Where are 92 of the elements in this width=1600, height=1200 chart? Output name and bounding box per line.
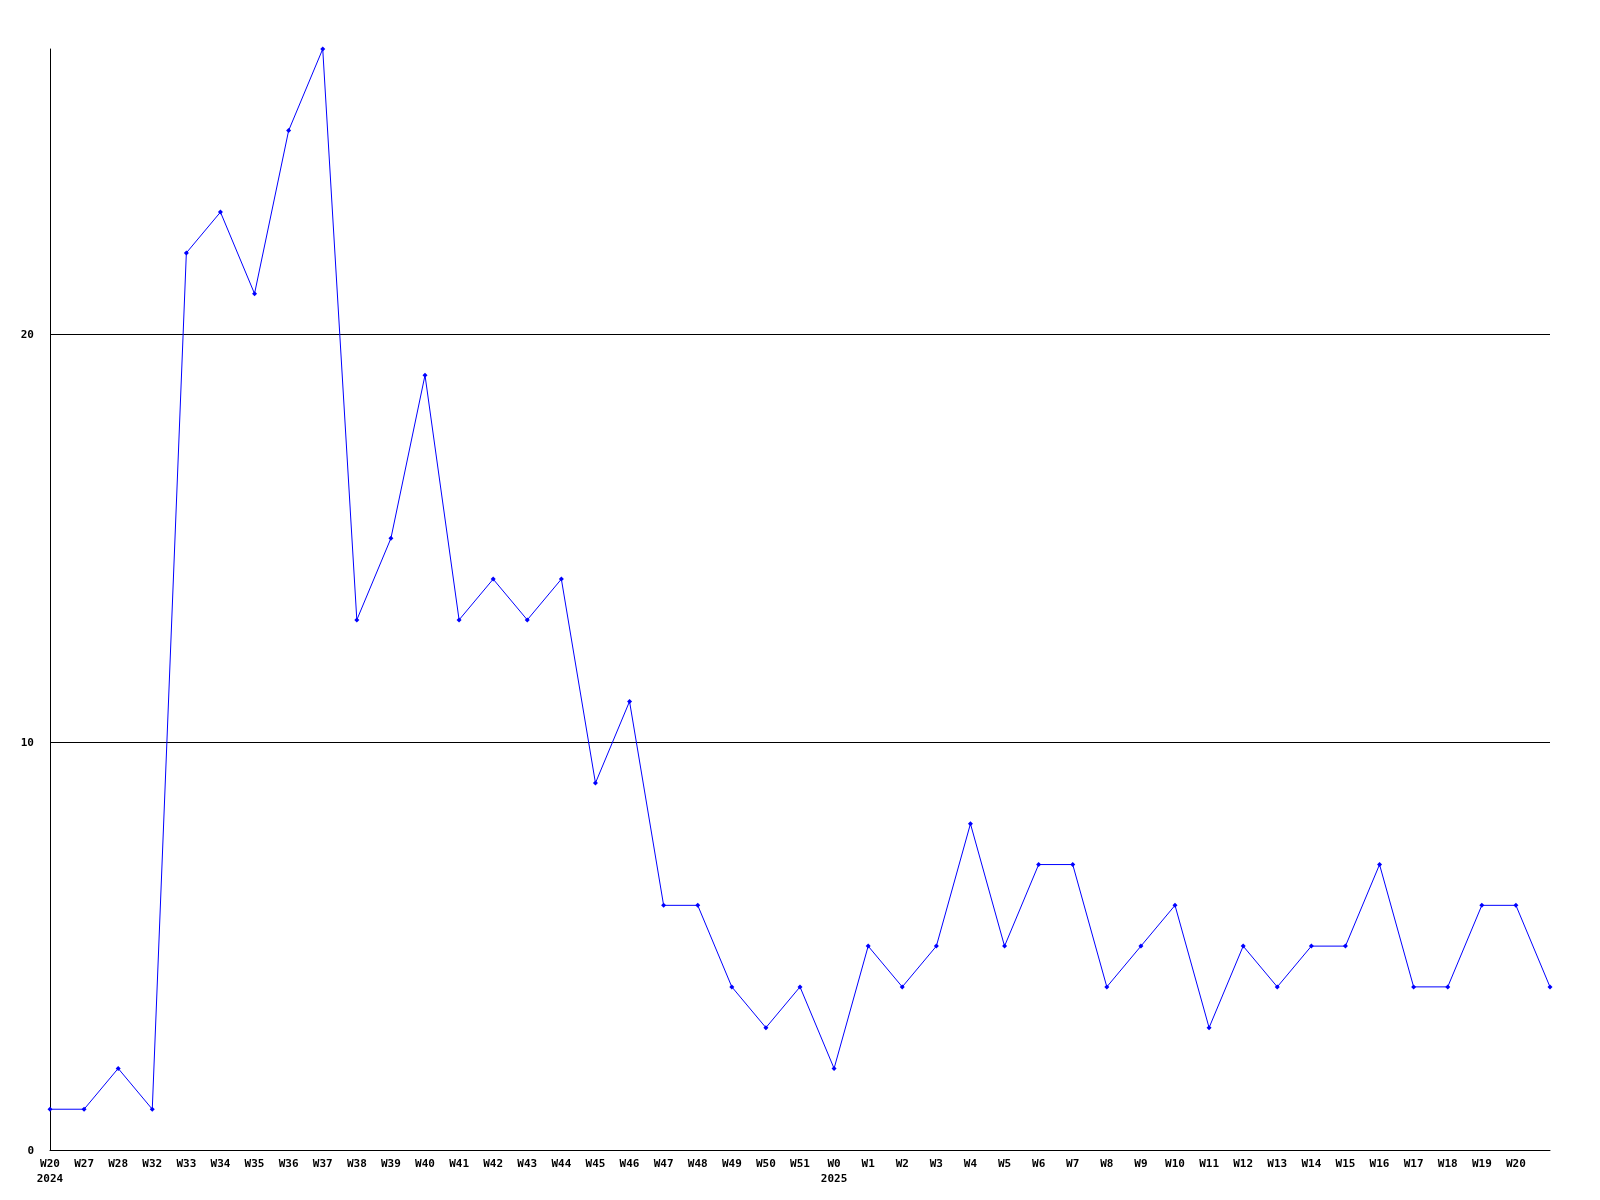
x-tick-label: W3 <box>929 1157 943 1170</box>
x-tick-label: W44 <box>551 1157 572 1170</box>
point <box>1479 902 1485 908</box>
x-tick-label: W46 <box>619 1157 640 1170</box>
point <box>1342 943 1348 949</box>
point <box>831 1065 837 1071</box>
point <box>967 821 973 827</box>
point <box>524 617 530 623</box>
point <box>47 1106 53 1112</box>
x-tick-label: W35 <box>244 1157 265 1170</box>
point <box>1445 984 1451 990</box>
x-tick-label: W18 <box>1437 1157 1458 1170</box>
x-tick-label: W11 <box>1199 1157 1220 1170</box>
point <box>1206 1025 1212 1031</box>
point <box>388 535 394 541</box>
x-tick-label: W2 <box>895 1157 909 1170</box>
x-tick-label: W15 <box>1335 1157 1356 1170</box>
point <box>1036 862 1042 868</box>
point <box>933 943 939 949</box>
x-tick-label: W17 <box>1403 1157 1424 1170</box>
y-tick-label: 0 <box>27 1143 34 1157</box>
x-tick-label: W8 <box>1100 1157 1114 1170</box>
point <box>490 576 496 582</box>
point <box>1172 902 1178 908</box>
y-tick-label: 10 <box>20 735 34 749</box>
point <box>1377 862 1383 868</box>
x-tick-label: W51 <box>790 1157 811 1170</box>
point <box>865 943 871 949</box>
x-tick-label: W7 <box>1066 1157 1080 1170</box>
point <box>456 617 462 623</box>
point <box>183 250 189 256</box>
x-tick-label: W20 2024 <box>36 1157 64 1185</box>
x-tick-label: W1 <box>861 1157 876 1170</box>
point <box>1411 984 1417 990</box>
point <box>1104 984 1110 990</box>
x-tick-label: W20 <box>1505 1157 1526 1170</box>
point <box>115 1065 121 1071</box>
point <box>661 902 667 908</box>
point <box>627 698 633 704</box>
x-tick-label: W45 <box>585 1157 606 1170</box>
x-tick-label: W12 <box>1233 1157 1254 1170</box>
point <box>729 984 735 990</box>
point <box>81 1106 87 1112</box>
point <box>217 209 223 215</box>
point <box>899 984 905 990</box>
point <box>149 1106 155 1112</box>
x-tick-label: W36 <box>278 1157 299 1170</box>
x-tick-label: W5 <box>997 1157 1012 1170</box>
x-tick-label: W27 <box>74 1157 95 1170</box>
x-tick-label: W39 <box>380 1157 401 1170</box>
x-tick-label: W9 <box>1134 1157 1148 1170</box>
point <box>558 576 564 582</box>
x-tick-label: W40 <box>415 1157 435 1170</box>
x-tick-label: W43 <box>517 1157 538 1170</box>
x-tick-label: W42 <box>483 1157 504 1170</box>
point <box>320 46 326 52</box>
point <box>763 1025 769 1031</box>
x-tick-label: W50 <box>755 1157 776 1170</box>
x-tick-label: W19 <box>1471 1157 1492 1170</box>
x-tick-label: W41 <box>449 1157 470 1170</box>
x-tick-label: W4 <box>963 1157 978 1170</box>
point <box>354 617 360 623</box>
x-tick-label: W0 2025 <box>820 1157 848 1185</box>
point <box>592 780 598 786</box>
point <box>1274 984 1280 990</box>
point <box>1513 902 1519 908</box>
x-tick-label: W28 <box>108 1157 129 1170</box>
point <box>422 372 428 378</box>
point <box>1070 862 1076 868</box>
point <box>252 291 258 297</box>
y-tick-label: 20 <box>20 327 34 341</box>
point <box>1240 943 1246 949</box>
x-tick-label: W47 <box>653 1157 674 1170</box>
x-tick-label: W37 <box>312 1157 333 1170</box>
x-tick-label: W13 <box>1267 1157 1288 1170</box>
point <box>1308 943 1314 949</box>
point <box>1138 943 1144 949</box>
x-tick-label: W34 <box>210 1157 231 1170</box>
point <box>1547 984 1553 990</box>
point <box>286 128 292 134</box>
point <box>695 902 701 908</box>
x-tick-label: W49 <box>721 1157 742 1170</box>
point <box>797 984 803 990</box>
x-tick-label: W14 <box>1301 1157 1322 1170</box>
point <box>1002 943 1008 949</box>
x-tick-label: W48 <box>687 1157 708 1170</box>
x-tick-label: W10 <box>1165 1157 1185 1170</box>
x-tick-label: W32 <box>142 1157 163 1170</box>
x-tick-label: W33 <box>176 1157 197 1170</box>
x-tick-label: W16 <box>1369 1157 1390 1170</box>
x-tick-label: W38 <box>346 1157 367 1170</box>
x-tick-label: W6 <box>1032 1157 1046 1170</box>
